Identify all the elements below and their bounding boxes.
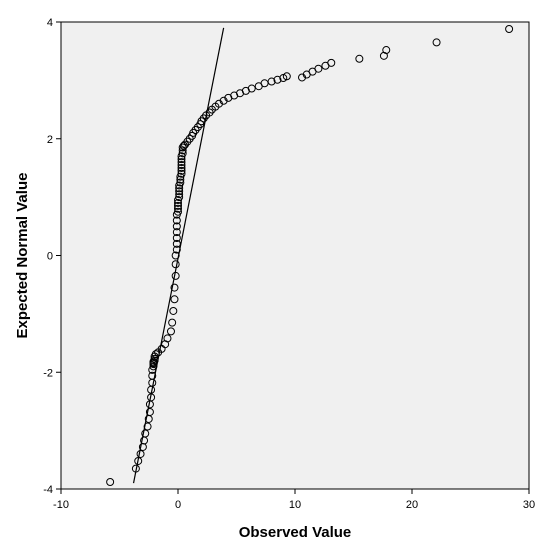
data-point	[131, 464, 140, 473]
data-point	[170, 295, 179, 304]
x-tick-label: 20	[406, 499, 418, 511]
x-tick-label: 0	[175, 499, 181, 511]
data-point	[147, 393, 156, 402]
data-point	[267, 77, 276, 86]
data-point	[175, 193, 184, 202]
x-tick-label: -10	[53, 499, 69, 511]
data-point	[327, 58, 336, 67]
data-point	[177, 158, 186, 167]
data-point	[163, 334, 172, 343]
x-tick-label: 30	[523, 499, 535, 511]
data-point	[382, 46, 391, 55]
data-point	[175, 187, 184, 196]
data-point	[176, 175, 185, 184]
data-point	[175, 190, 184, 199]
data-point	[355, 54, 364, 63]
data-point	[314, 64, 323, 73]
data-point	[174, 198, 182, 207]
data-point	[168, 318, 177, 327]
data-point	[172, 239, 181, 248]
data-point	[143, 422, 152, 431]
data-point	[171, 271, 180, 280]
y-tick-label: -2	[43, 367, 53, 379]
data-point	[432, 38, 441, 47]
data-point	[177, 163, 186, 172]
data-point	[172, 233, 181, 242]
data-point	[177, 161, 186, 170]
data-point	[273, 75, 282, 84]
data-point	[141, 429, 150, 438]
data-point	[169, 306, 178, 315]
x-tick-label: 10	[289, 499, 301, 511]
data-point	[145, 407, 154, 416]
data-point	[166, 327, 175, 336]
plot-area	[60, 21, 530, 490]
data-point	[136, 449, 145, 458]
data-point	[282, 72, 291, 81]
data-point	[172, 228, 181, 237]
y-tick-label: 2	[47, 134, 53, 146]
data-point	[177, 166, 186, 175]
y-tick-label: 0	[47, 251, 53, 263]
data-point	[172, 222, 181, 231]
data-point	[149, 362, 158, 371]
data-point	[177, 169, 186, 178]
data-points	[106, 25, 514, 486]
data-point	[172, 245, 181, 254]
data-point	[505, 25, 514, 34]
data-point	[106, 477, 115, 486]
data-point	[178, 149, 187, 158]
y-tick-label: 4	[47, 17, 53, 29]
data-point	[174, 207, 182, 216]
data-point	[247, 84, 256, 93]
data-point	[151, 350, 160, 359]
data-point	[177, 155, 186, 164]
data-point	[148, 371, 157, 380]
y-axis: -4 -2 0 2 4	[43, 17, 61, 496]
data-point	[170, 283, 179, 292]
data-point	[134, 456, 143, 465]
data-point	[150, 354, 159, 363]
data-point	[171, 260, 180, 269]
y-axis-title: Expected Normal Value	[14, 173, 31, 339]
y-tick-label: -4	[43, 484, 53, 496]
data-point	[172, 216, 181, 225]
data-point	[175, 184, 184, 193]
x-axis: -10 0 10 20 30	[53, 489, 535, 511]
data-point	[174, 204, 182, 213]
data-point	[171, 251, 180, 260]
x-axis-title: Observed Value	[239, 524, 352, 541]
data-point	[176, 178, 185, 187]
data-point	[174, 201, 182, 210]
